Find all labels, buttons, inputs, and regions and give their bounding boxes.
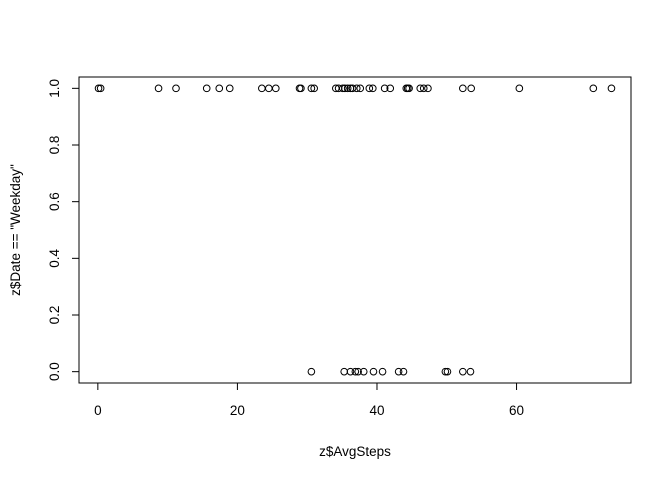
data-point [441, 367, 450, 376]
data-point [356, 84, 365, 93]
data-point [338, 84, 347, 93]
data-point [215, 84, 224, 93]
x-ticks: 0 20 40 60 [94, 383, 524, 418]
x-tick-label: 20 [230, 403, 245, 418]
x-tick-label: 0 [94, 403, 102, 418]
x-axis-label: z$AvgSteps [319, 444, 391, 459]
data-point [341, 84, 349, 93]
y-tick-label: 0.0 [47, 362, 62, 381]
data-point [359, 367, 368, 376]
data-point [515, 84, 524, 93]
y-tick-label: 0.4 [47, 248, 62, 267]
data-point [307, 367, 316, 376]
x-axis: 0 20 40 60 [94, 382, 524, 418]
data-point [352, 84, 361, 93]
data-point [424, 84, 432, 93]
data-point [459, 84, 467, 93]
x-tick-label: 40 [369, 403, 384, 418]
data-point [225, 84, 234, 93]
data-point [348, 84, 357, 93]
data-point [351, 367, 360, 376]
data-point [459, 367, 467, 376]
data-point [365, 84, 374, 93]
data-points [94, 84, 616, 376]
data-point [354, 367, 362, 376]
data-point [380, 84, 389, 93]
data-point [154, 84, 163, 93]
x-tick-label: 60 [509, 403, 524, 418]
data-point [94, 84, 103, 93]
data-point [466, 367, 475, 376]
data-point [368, 84, 377, 93]
data-point [378, 367, 387, 376]
y-tick-label: 0.8 [47, 136, 62, 155]
data-point [419, 84, 428, 93]
data-point [307, 84, 316, 93]
data-point [416, 84, 425, 93]
data-point [399, 367, 408, 376]
data-point [343, 84, 352, 93]
data-point [443, 367, 452, 376]
data-point [310, 84, 318, 93]
data-point [405, 84, 413, 93]
y-tick-label: 0.2 [47, 306, 62, 325]
y-axis: 0.0 0.2 0.4 0.6 0.8 1.0 [47, 79, 80, 381]
data-point [346, 367, 355, 376]
data-point [172, 84, 180, 93]
data-point [369, 367, 378, 376]
y-axis-label: z$Date == "Weekday" [8, 164, 23, 296]
data-point [467, 84, 475, 93]
data-point [271, 84, 280, 93]
data-point [96, 84, 105, 93]
data-point [394, 367, 403, 376]
data-point [386, 84, 395, 93]
y-tick-label: 0.6 [47, 192, 62, 211]
data-point [297, 84, 305, 93]
y-ticks: 0.0 0.2 0.4 0.6 0.8 1.0 [47, 79, 79, 381]
y-tick-label: 1.0 [47, 79, 62, 98]
data-point [589, 84, 598, 93]
data-point [607, 84, 616, 93]
data-point [202, 84, 211, 93]
